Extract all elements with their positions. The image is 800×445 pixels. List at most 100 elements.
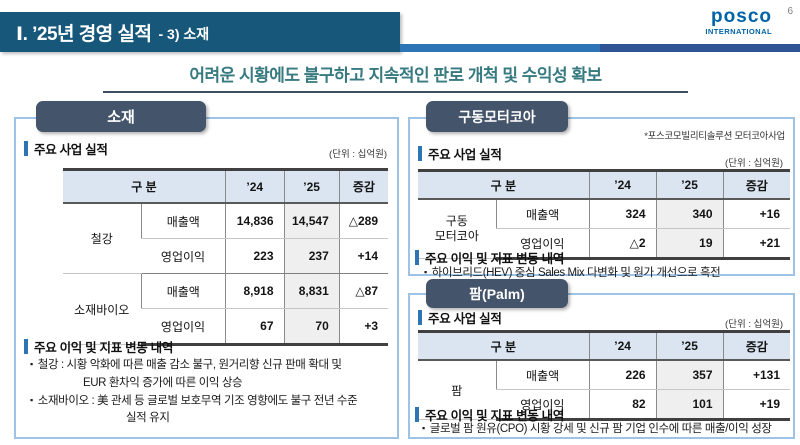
col-header-y25: ’25 <box>283 168 340 204</box>
cell-change: +16 <box>722 199 790 229</box>
cell-metric: 매출액 <box>495 360 590 390</box>
section-bar-icon <box>418 146 422 161</box>
cell-y25: 101 <box>655 389 724 421</box>
cell-y24: 8,918 <box>225 273 284 309</box>
cell-change: +131 <box>722 360 790 390</box>
cell-group: 소재바이오 <box>63 273 141 345</box>
section-bar-icon <box>415 407 419 422</box>
col-header-y24: ’24 <box>588 330 657 361</box>
cell-change: △289 <box>338 203 388 239</box>
section-bar-icon <box>415 250 419 265</box>
col-header-change: 증감 <box>722 330 790 361</box>
business-results-heading: 주요 사업 실적 <box>418 308 502 327</box>
materials-bullet-list: ▪ 철강 : 시황 악화에 따른 매출 감소 불구, 원거리향 신규 판매 확대 … <box>30 357 392 428</box>
col-header-y24: ’24 <box>588 169 657 200</box>
page-number: 6 <box>787 6 793 17</box>
section-title: Ⅰ. ’25년 경영 실적 <box>16 23 152 45</box>
table-header-row: 구 분 ’24 ’25 증감 <box>63 168 388 204</box>
business-results-heading: 주요 사업 실적 <box>418 144 502 163</box>
cell-group: 철강 <box>63 203 141 274</box>
section-bar-icon <box>24 141 28 156</box>
cell-y25: 357 <box>655 360 724 390</box>
cell-metric: 영업이익 <box>496 228 590 260</box>
table-row: 영업이익 △2 19 +21 <box>418 228 790 260</box>
bullet-icon: ▪ <box>424 267 427 277</box>
bullet-item: ▪ 철강 : 시황 악화에 따른 매출 감소 불구, 원거리향 신규 판매 확대 … <box>30 359 342 371</box>
palm-panel: 팜(Palm) 주요 사업 실적 (단위 : 십억원) 구 분 ’24 ’25 … <box>408 279 795 439</box>
section-bar-icon <box>24 339 28 354</box>
tab-palm: 팜(Palm) <box>426 279 568 308</box>
change-details-heading: 주요 이익 및 지표 변동 내역 <box>415 248 564 267</box>
col-header-group: 구 분 <box>63 168 226 204</box>
posco-international-logo: posco INTERNATIONAL <box>705 7 772 36</box>
table-header-row: 구 분 ’24 ’25 증감 <box>418 169 790 200</box>
table-header-row: 구 분 ’24 ’25 증감 <box>418 330 790 361</box>
col-header-y25: ’25 <box>655 169 724 200</box>
cell-y25: 19 <box>655 228 724 260</box>
cell-group: 구동 모터코아 <box>418 199 497 259</box>
bullet-item-continuation: 실적 유지 <box>126 412 170 425</box>
motor-core-note: *포스코모빌리티솔루션 모터코아사업 <box>644 131 785 142</box>
bullet-icon: ▪ <box>30 359 33 369</box>
bullet-item: ▪ 소재바이오 : 美 관세 등 글로벌 보호무역 기조 영향에도 불구 전년 수… <box>30 394 358 407</box>
bullet-icon: ▪ <box>30 394 33 405</box>
section-title-banner: Ⅰ. ’25년 경영 실적 - 3) 소재 <box>0 12 400 52</box>
palm-results-table: 구 분 ’24 ’25 증감 팜 매출액 226 357 +131 영업이익 8… <box>418 330 790 421</box>
change-details-heading: 주요 이익 및 지표 변동 내역 <box>415 405 564 424</box>
cell-change: +3 <box>338 308 388 346</box>
cell-metric: 영업이익 <box>496 389 590 421</box>
cell-y25: 70 <box>283 308 340 346</box>
bullet-item: ▪ 하이브리드(HEV) 중심 Sales Mix 다변화 및 원가 개선으로 흑… <box>424 267 721 279</box>
cell-y24: 14,836 <box>225 203 284 239</box>
table-row: 철강 매출액 14,836 14,547 △289 <box>63 203 388 274</box>
table-row: 소재바이오 매출액 8,918 8,831 △87 <box>63 273 388 345</box>
cell-metric: 영업이익 <box>141 238 226 274</box>
cell-y24: 223 <box>225 238 284 274</box>
cell-change: +21 <box>722 228 790 260</box>
palm-bullet-list: ▪ 글로벌 팜 원유(CPO) 시황 강세 및 신규 팜 기업 인수에 따른 매출… <box>422 421 794 439</box>
tab-motor-core: 구동모터코아 <box>426 101 568 132</box>
cell-metric: 영업이익 <box>141 308 226 346</box>
bullet-icon: ▪ <box>422 423 425 433</box>
headline: 어려운 시황에도 불구하고 지속적인 판로 개척 및 수익성 확보 <box>103 61 688 93</box>
cell-y24: 226 <box>588 360 657 390</box>
cell-y25: 14,547 <box>283 203 340 239</box>
cell-y24: 324 <box>588 199 657 229</box>
cell-change: +14 <box>338 238 388 274</box>
cell-group: 팜 <box>418 360 497 420</box>
cell-change: △87 <box>338 273 388 309</box>
cell-y24: △2 <box>588 228 657 260</box>
cell-metric: 매출액 <box>140 273 226 309</box>
materials-results-table: 구 분 ’24 ’25 증감 철강 매출액 14,836 14,547 △289… <box>63 168 388 346</box>
table-row: 영업이익 67 70 +3 <box>63 308 388 346</box>
logo-subtext: INTERNATIONAL <box>705 27 772 36</box>
cell-y25: 340 <box>655 199 724 229</box>
header-accent-bar-dark <box>600 44 800 52</box>
col-header-change: 증감 <box>338 168 388 204</box>
change-details-heading: 주요 이익 및 지표 변동 내역 <box>24 337 173 356</box>
col-header-group: 구 분 <box>418 169 590 200</box>
unit-label: (단위 : 십억원) <box>725 319 783 330</box>
cell-metric: 매출액 <box>140 203 226 239</box>
col-header-y24: ’24 <box>225 168 284 204</box>
motor-core-bullet-list: ▪ 하이브리드(HEV) 중심 Sales Mix 다변화 및 원가 개선으로 흑… <box>424 265 792 283</box>
section-bar-icon <box>418 310 422 325</box>
bullet-item: ▪ 글로벌 팜 원유(CPO) 시황 강세 및 신규 팜 기업 인수에 따른 매출… <box>422 423 772 435</box>
table-row: 영업이익 223 237 +14 <box>63 238 388 274</box>
motor-core-panel: 구동모터코아 *포스코모빌리티솔루션 모터코아사업 주요 사업 실적 (단위 :… <box>408 101 795 279</box>
table-row: 팜 매출액 226 357 +131 <box>418 360 790 420</box>
cell-change: +19 <box>722 389 790 421</box>
table-row: 영업이익 82 101 +19 <box>418 389 790 421</box>
tab-materials: 소재 <box>36 101 206 132</box>
cell-y25: 8,831 <box>283 273 340 309</box>
table-row: 구동 모터코아 매출액 324 340 +16 <box>418 199 790 259</box>
materials-panel: 소재 주요 사업 실적 (단위 : 십억원) 구 분 ’24 ’25 증감 철강… <box>14 101 399 439</box>
col-header-change: 증감 <box>722 169 790 200</box>
cell-y25: 237 <box>283 238 340 274</box>
header-accent-bar-light <box>400 44 600 52</box>
col-header-y25: ’25 <box>655 330 724 361</box>
col-header-group: 구 분 <box>418 330 590 361</box>
unit-label: (단위 : 십억원) <box>329 149 387 160</box>
cell-y24: 67 <box>225 308 284 346</box>
